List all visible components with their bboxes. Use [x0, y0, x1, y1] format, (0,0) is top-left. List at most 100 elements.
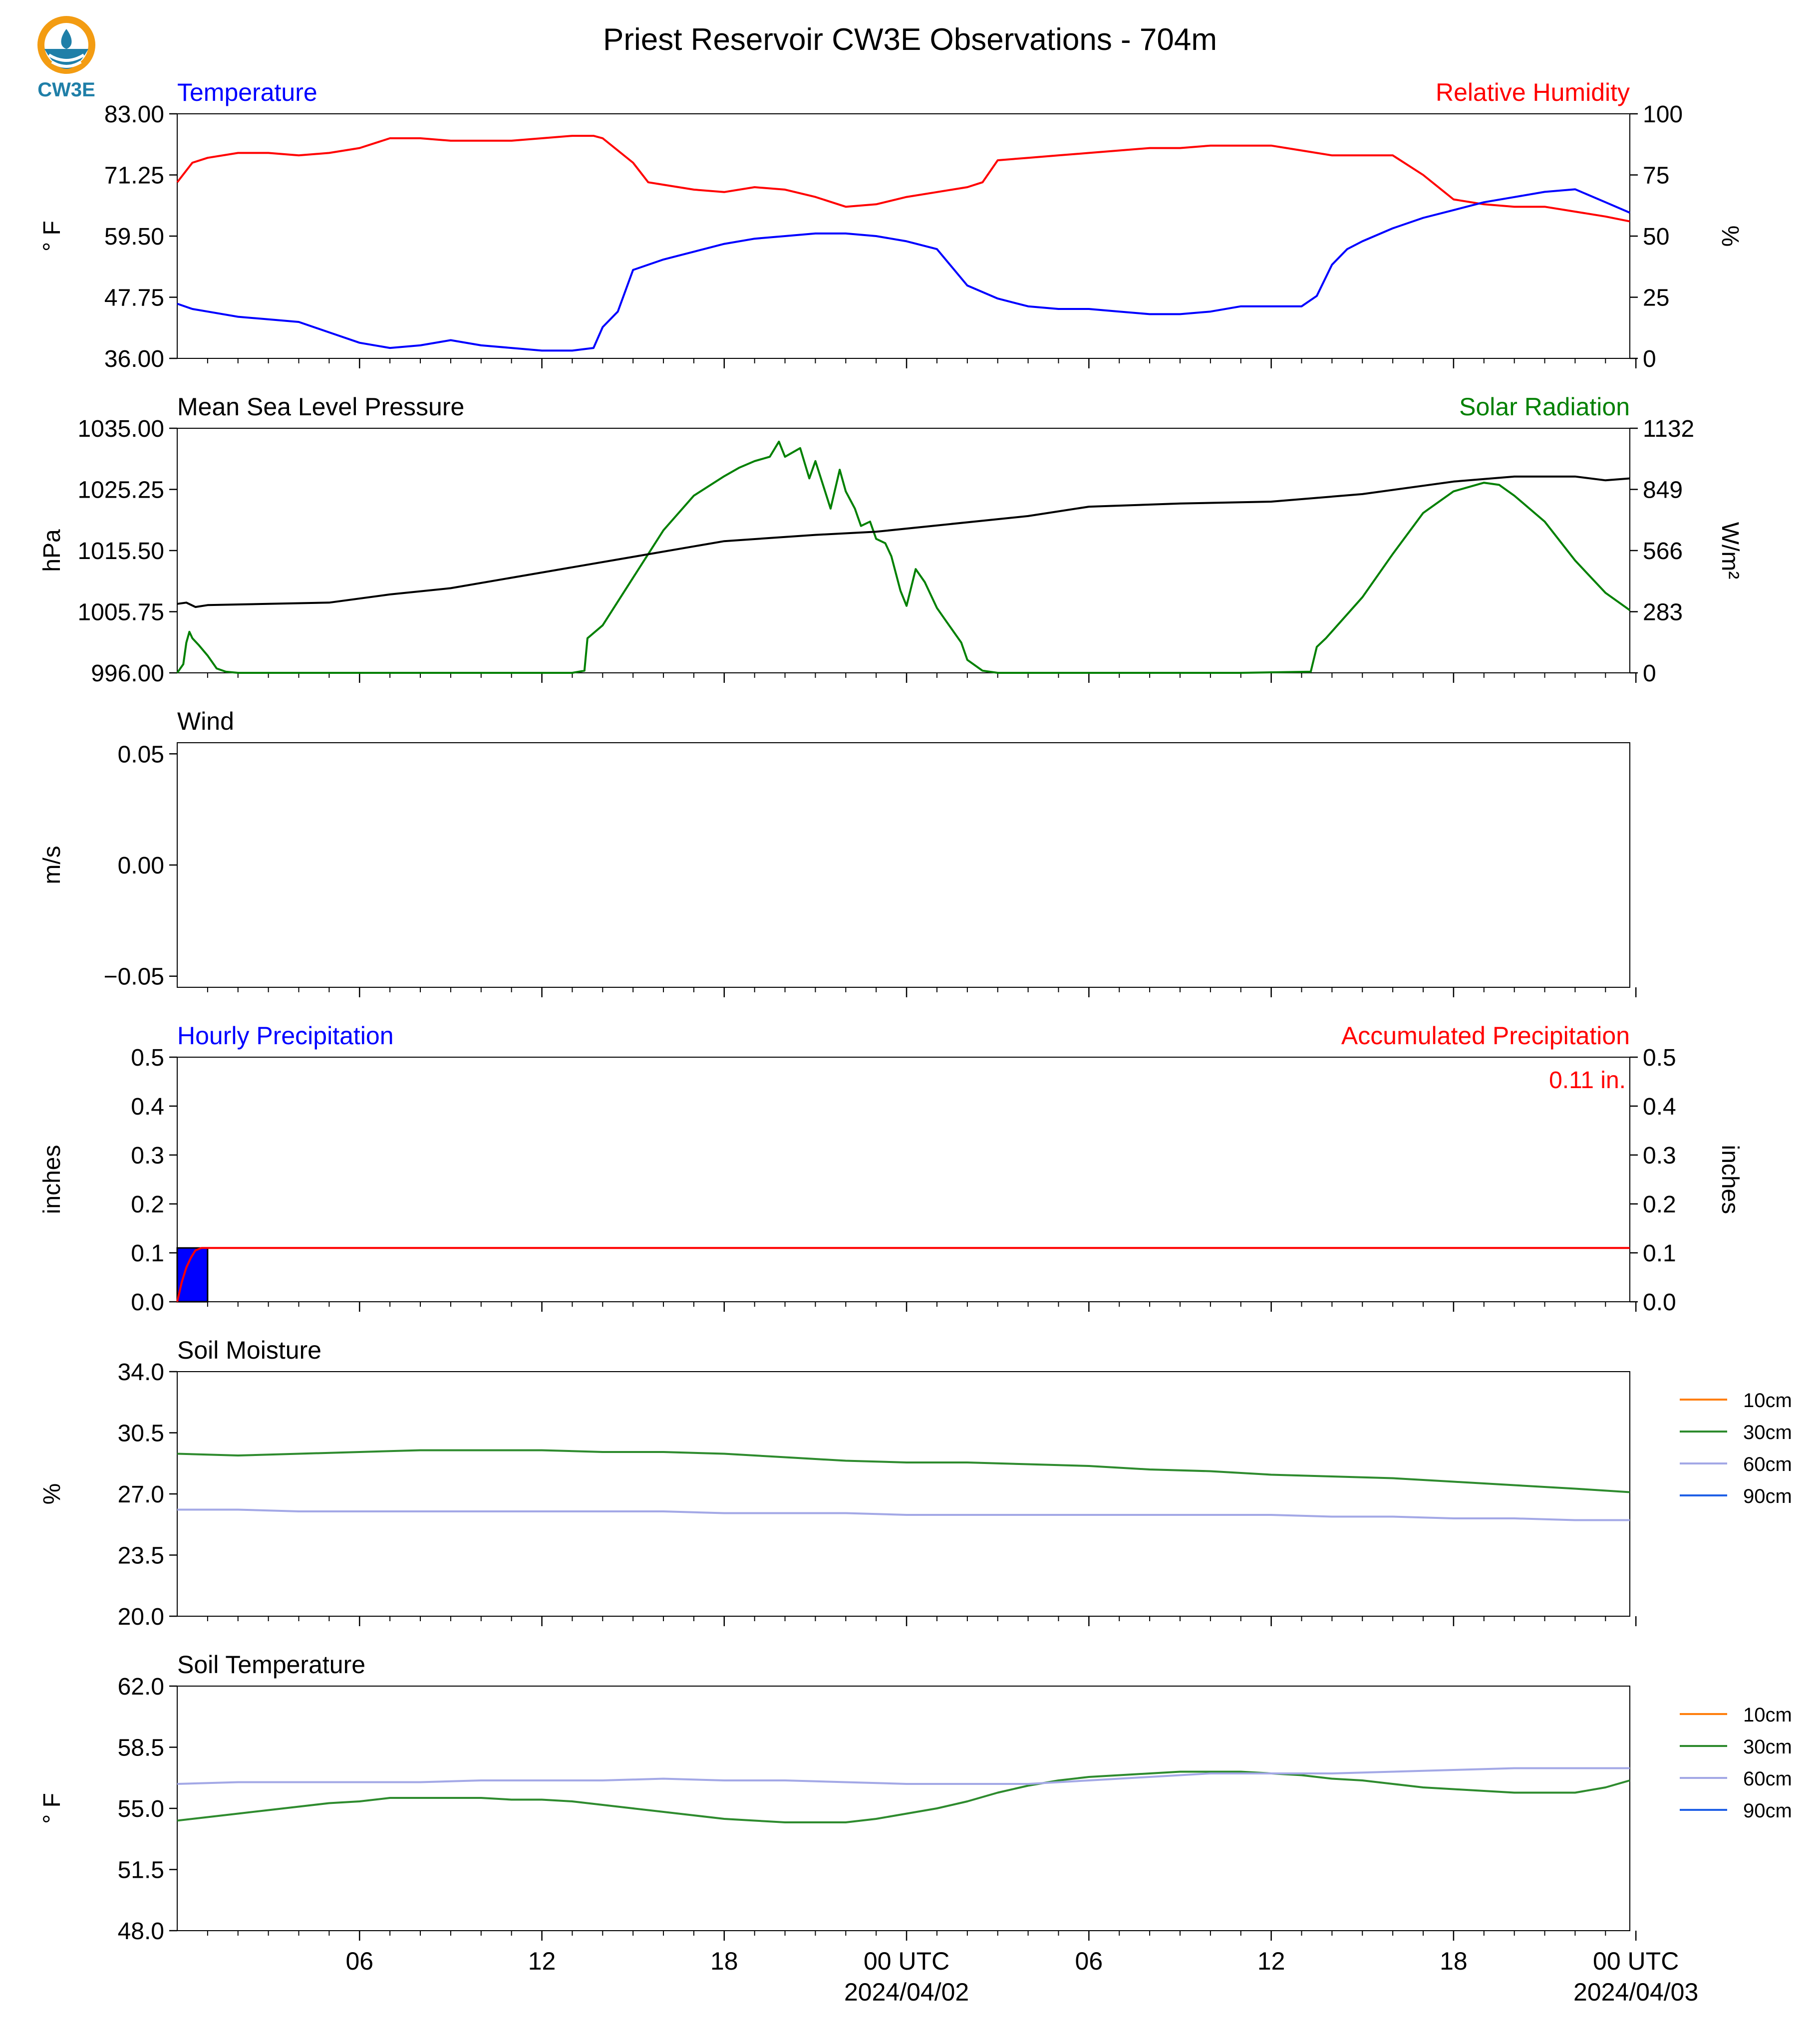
y-axis-label: ° F — [39, 221, 65, 252]
legend-label-30cm: 30cm — [1743, 1736, 1792, 1758]
y-tick-label: 47.75 — [104, 285, 164, 311]
panel-title: Hourly Precipitation — [177, 1022, 394, 1050]
panel-right-title: Accumulated Precipitation — [1341, 1022, 1630, 1050]
y-tick-label: 55.0 — [118, 1796, 164, 1822]
panel-temperature: Temperature Relative Humidity 36.00 47.75 59… — [39, 78, 1743, 372]
y-tick-label: 83.00 — [104, 101, 164, 128]
y2-tick-label: 50 — [1643, 224, 1669, 250]
panel-title: Wind — [177, 707, 234, 735]
x-tick-label: 06 — [345, 1947, 373, 1975]
y-tick-label: 1035.00 — [77, 416, 164, 442]
y-tick-label: 62.0 — [118, 1674, 164, 1700]
soil-temperature-60cm-line — [177, 1767, 1630, 1785]
legend-label-90cm: 90cm — [1743, 1800, 1792, 1822]
panel-right-title: Relative Humidity — [1436, 78, 1630, 106]
y2-tick-label: 0.0 — [1643, 1289, 1676, 1316]
y-tick-label: 0.0 — [131, 1289, 164, 1316]
panel-title: Soil Temperature — [177, 1651, 365, 1679]
y2-tick-label: 849 — [1643, 477, 1683, 504]
y2-axis-label: % — [1717, 226, 1743, 247]
legend-label-10cm: 10cm — [1743, 1390, 1792, 1412]
x-tick-label: 18 — [710, 1947, 738, 1975]
x-date-label: 2024/04/03 — [1573, 1978, 1698, 2006]
y-tick-label: 59.50 — [104, 224, 164, 250]
legend-label-60cm: 60cm — [1743, 1768, 1792, 1790]
y-tick-label: 1005.75 — [77, 599, 164, 626]
panel-soil-temperature: Soil Temperature 48.0 51.5 55.0 58.5 62.0 ° F 1… — [39, 1651, 1792, 1945]
y2-tick-label: 0.2 — [1643, 1191, 1676, 1218]
accumulated-precip-line — [176, 1247, 1630, 1302]
y-tick-label: 51.5 — [118, 1857, 164, 1884]
plot-frame — [177, 113, 1630, 359]
y2-axis-label: W/m² — [1717, 522, 1743, 579]
y-tick-label: 0.00 — [118, 853, 164, 879]
panel-title: Mean Sea Level Pressure — [177, 393, 464, 421]
y-tick-label: 27.0 — [118, 1481, 164, 1508]
y-tick-label: 58.5 — [118, 1735, 164, 1761]
y2-tick-label: 0.4 — [1643, 1094, 1676, 1120]
y-tick-label: 0.2 — [131, 1191, 164, 1218]
legend-label-10cm: 10cm — [1743, 1704, 1792, 1726]
y-tick-label: 1015.50 — [77, 538, 164, 565]
x-tick-label: 18 — [1440, 1947, 1468, 1975]
y-tick-label: 0.1 — [131, 1240, 164, 1267]
x-tick-label: 00 UTC — [1593, 1947, 1679, 1975]
y-tick-label: 36.00 — [104, 346, 164, 372]
panel-title: Temperature — [177, 78, 317, 106]
y2-tick-label: 1132 — [1643, 416, 1694, 442]
y2-tick-label: 0.1 — [1643, 1240, 1676, 1267]
y-axis-label: % — [39, 1483, 65, 1505]
cw3e-logo: CW3E — [29, 14, 104, 104]
y2-tick-label: 566 — [1643, 538, 1683, 565]
legend-label-90cm: 90cm — [1743, 1485, 1792, 1507]
plot-frame — [177, 1057, 1630, 1302]
y2-tick-label: 100 — [1643, 101, 1683, 128]
y-tick-label: 0.3 — [131, 1143, 164, 1169]
temperature-line — [177, 188, 1630, 352]
y2-axis-label: inches — [1717, 1145, 1743, 1214]
panel-precipitation: Hourly Precipitation Accumulated Precipit… — [39, 1022, 1743, 1316]
y-tick-label: 0.05 — [118, 741, 164, 768]
y-tick-label: 996.00 — [91, 660, 164, 687]
panel-title: Soil Moisture — [177, 1336, 321, 1364]
x-tick-label: 12 — [528, 1947, 556, 1975]
accum-total-label: 0.11 in. — [1549, 1067, 1626, 1094]
legend-label-30cm: 30cm — [1743, 1422, 1792, 1444]
figure-title: Priest Reservoir CW3E Observations - 704… — [603, 22, 1217, 57]
soil-moisture-60cm-line — [177, 1508, 1630, 1521]
y2-tick-label: 0.3 — [1643, 1143, 1676, 1169]
y-tick-label: 30.5 — [118, 1421, 164, 1447]
panel-right-title: Solar Radiation — [1459, 393, 1630, 421]
y-tick-label: 1025.25 — [77, 477, 164, 504]
pressure-line — [177, 475, 1630, 608]
y-axis-label: ° F — [39, 1793, 65, 1824]
y2-tick-label: 25 — [1643, 285, 1669, 311]
plot-frame — [177, 742, 1630, 988]
soil-moisture-30cm-line — [177, 1449, 1630, 1493]
plot-frame — [177, 1371, 1630, 1617]
panel-pressure: Mean Sea Level Pressure Solar Radiation 99… — [39, 393, 1743, 687]
panel-soil-moisture: Soil Moisture 20.0 23.5 27.0 30.5 34.0% 10cm 30… — [39, 1336, 1792, 1630]
y-axis-label: m/s — [39, 846, 65, 884]
rh-line — [176, 135, 1630, 223]
x-tick-label: 12 — [1257, 1947, 1285, 1975]
y2-tick-label: 283 — [1643, 599, 1683, 626]
x-tick-label: 06 — [1075, 1947, 1103, 1975]
y2-tick-label: 0.5 — [1643, 1045, 1676, 1071]
y-tick-label: 48.0 — [118, 1918, 164, 1945]
y2-tick-label: 75 — [1643, 163, 1669, 189]
logo-text: CW3E — [37, 79, 95, 101]
y-tick-label: −0.05 — [104, 964, 164, 990]
y-axis-label: inches — [39, 1145, 65, 1214]
plot-frame — [177, 1686, 1630, 1931]
panel-wind: Wind −0.05 0.00 0.05 m/s — [39, 707, 1637, 997]
y-tick-label: 20.0 — [118, 1604, 164, 1630]
y-tick-label: 71.25 — [104, 163, 164, 189]
solar-radiation-line — [176, 440, 1631, 674]
logo-emblem-icon: CW3E — [37, 16, 95, 101]
soil-temperature-30cm-line — [177, 1770, 1630, 1823]
y-tick-label: 23.5 — [118, 1543, 164, 1569]
x-date-label: 2024/04/02 — [844, 1978, 969, 2006]
y-tick-label: 0.4 — [131, 1094, 164, 1120]
